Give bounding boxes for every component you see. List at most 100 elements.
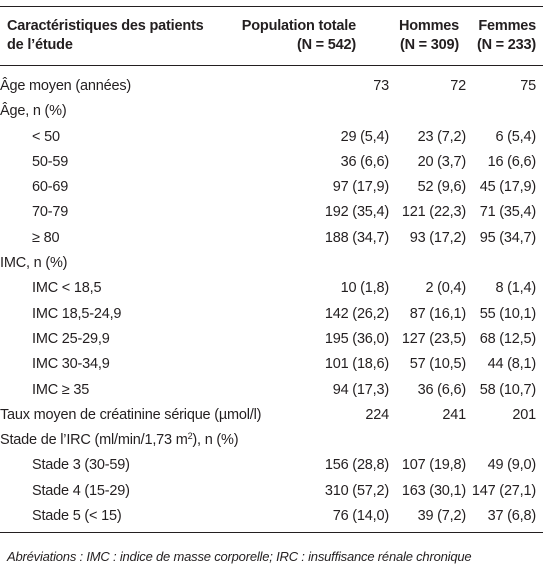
table-row: Âge moyen (années) 73 72 75 [0, 74, 543, 99]
table-row: 60-69 97 (17,9) 52 (9,6) 45 (17,9) [0, 175, 543, 200]
cell-total-population: 188 (34,7) [324, 229, 389, 246]
table-row: IMC 25-29,9 195 (36,0) 127 (23,5) 68 (12,5) [0, 327, 543, 352]
bottom-rule [0, 532, 543, 533]
cell-total-population [270, 428, 389, 453]
cell-women [466, 428, 543, 453]
table-row: Taux moyen de créatinine sérique (µmol/l… [0, 403, 543, 428]
cell-men: 93 (17,2) [409, 229, 466, 246]
table-row: ≥ 80 188 (34,7) 93 (17,2) 95 (34,7) [0, 226, 543, 251]
table-row: Stade 3 (30-59) 156 (28,8) 107 (19,8) 49 (9… [0, 453, 543, 478]
table-body: Âge moyen (années) 73 72 75 Âge, n (%) < 50 29… [0, 74, 543, 529]
row-label: Stade 3 (30-59) [32, 457, 130, 474]
row-label: IMC 25-29,9 [32, 330, 110, 347]
row-label: 50-59 [32, 153, 69, 170]
cell-women: 68 (12,5) [479, 330, 536, 347]
table-row: Stade 5 (< 15) 76 (14,0) 39 (7,2) 37 (6,8) [0, 504, 543, 529]
row-label: Stade 5 (< 15) [32, 508, 122, 525]
table-header: Caractéristiques des patients de l’étude… [0, 0, 543, 65]
cell-total-population: 76 (14,0) [332, 508, 389, 525]
row-label: 60-69 [32, 179, 69, 196]
cell-total-population: 101 (18,6) [324, 356, 389, 373]
table-row: Stade 4 (15-29) 310 (57,2) 163 (30,1) 147 (… [0, 479, 543, 504]
row-label: ≥ 80 [32, 229, 60, 246]
cell-men: 163 (30,1) [401, 482, 466, 499]
table-row: IMC ≥ 35 94 (17,3) 36 (6,6) 58 (10,7) [0, 378, 543, 403]
cell-total-population [270, 251, 389, 276]
cell-men: 23 (7,2) [417, 128, 467, 145]
row-label: Stade de l’IRC (ml/min/1,73 m2), n (%) [0, 431, 239, 449]
cell-men: 107 (19,8) [401, 457, 466, 474]
cell-total-population: 142 (26,2) [324, 305, 389, 322]
row-label: Âge moyen (années) [0, 78, 132, 94]
cell-men: 241 [442, 406, 466, 423]
cell-total-population: 36 (6,6) [340, 153, 390, 170]
cell-women: 58 (10,7) [479, 381, 536, 398]
table-row: IMC 30-34,9 101 (18,6) 57 (10,5) 44 (8,1) [0, 352, 543, 377]
cell-total-population: 195 (36,0) [324, 330, 389, 347]
cell-men: 127 (23,5) [401, 330, 466, 347]
row-label: Âge, n (%) [0, 103, 67, 120]
header-rule [0, 65, 543, 66]
cell-women: 37 (6,8) [487, 508, 537, 525]
cell-women: 45 (17,9) [479, 179, 536, 196]
cell-total-population: 310 (57,2) [324, 482, 389, 499]
header-men: Hommes (N = 309) [398, 18, 459, 53]
row-label: Stade 4 (15-29) [32, 482, 130, 499]
table-row: 70-79 192 (35,4) 121 (22,3) 71 (35,4) [0, 200, 543, 225]
cell-women: 44 (8,1) [487, 356, 537, 373]
table-row: Stade de l’IRC (ml/min/1,73 m2), n (%) [0, 428, 543, 453]
row-label: < 50 [32, 128, 60, 145]
cell-men: 2 (0,4) [425, 280, 466, 297]
cell-total-population: 73 [373, 78, 389, 94]
cell-women: 49 (9,0) [487, 457, 537, 474]
table-row: IMC, n (%) [0, 251, 543, 276]
cell-women [466, 251, 543, 276]
table-row: IMC < 18,5 10 (1,8) 2 (0,4) 8 (1,4) [0, 276, 543, 301]
cell-men: 72 [450, 78, 466, 94]
cell-men: 57 (10,5) [409, 356, 466, 373]
table-row: Âge, n (%) [0, 99, 543, 124]
cell-women: 55 (10,1) [479, 305, 536, 322]
cell-women: 16 (6,6) [487, 153, 537, 170]
table-row: 50-59 36 (6,6) 20 (3,7) 16 (6,6) [0, 150, 543, 175]
cell-men: 121 (22,3) [401, 204, 466, 221]
cell-total-population: 10 (1,8) [340, 280, 390, 297]
cell-total-population: 94 (17,3) [332, 381, 389, 398]
cell-women: 8 (1,4) [495, 280, 536, 297]
cell-men [389, 251, 466, 276]
table-row: IMC 18,5-24,9 142 (26,2) 87 (16,1) 55 (10,1… [0, 302, 543, 327]
table-row: < 50 29 (5,4) 23 (7,2) 6 (5,4) [0, 125, 543, 150]
cell-women: 71 (35,4) [479, 204, 536, 221]
cell-men: 87 (16,1) [409, 305, 466, 322]
cell-men: 20 (3,7) [417, 153, 467, 170]
cell-total-population: 97 (17,9) [332, 179, 389, 196]
row-label: IMC ≥ 35 [32, 381, 90, 398]
row-label: Taux moyen de créatinine sérique (µmol/l… [0, 406, 262, 423]
header-women: Femmes (N = 233) [476, 18, 536, 53]
cell-women: 95 (34,7) [479, 229, 536, 246]
cell-men: 52 (9,6) [417, 179, 467, 196]
cell-men [389, 99, 466, 124]
cell-women: 201 [512, 406, 536, 423]
row-label: IMC 30-34,9 [32, 356, 110, 373]
cell-total-population: 192 (35,4) [324, 204, 389, 221]
header-total-population: Population totale (N = 542) [241, 18, 356, 53]
row-label: IMC < 18,5 [32, 280, 102, 297]
cell-men [389, 428, 466, 453]
cell-women: 75 [520, 78, 536, 94]
top-rule [0, 6, 543, 7]
cell-total-population: 29 (5,4) [340, 128, 390, 145]
header-characteristics: Caractéristiques des patients de l’étude [7, 18, 204, 53]
cell-women: 147 (27,1) [471, 482, 536, 499]
cell-women [466, 99, 543, 124]
cell-total-population: 224 [365, 406, 389, 423]
cell-total-population [270, 99, 389, 124]
footnote: Abréviations : IMC : indice de masse cor… [7, 549, 472, 564]
row-label: IMC, n (%) [0, 255, 68, 272]
row-label: 70-79 [32, 204, 69, 221]
cell-men: 39 (7,2) [417, 508, 467, 525]
cell-men: 36 (6,6) [417, 381, 467, 398]
cell-total-population: 156 (28,8) [324, 457, 389, 474]
row-label: IMC 18,5-24,9 [32, 305, 122, 322]
